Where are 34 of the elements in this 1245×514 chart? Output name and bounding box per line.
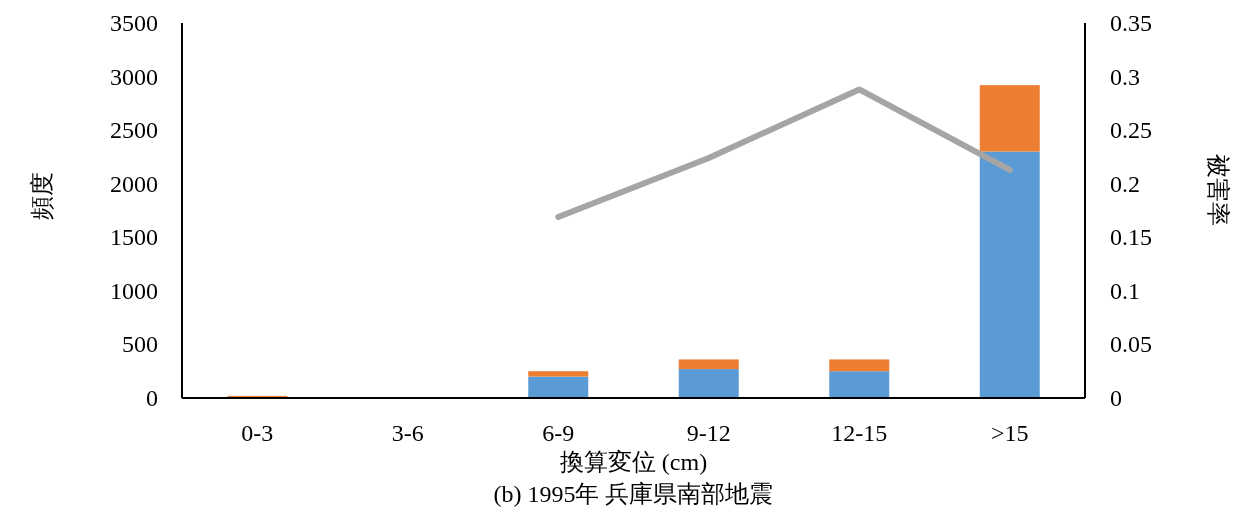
x-tick-label: 0-3 <box>241 420 274 446</box>
bar <box>678 369 739 398</box>
y2-tick-label: 0.35 <box>1110 10 1152 36</box>
y-tick-label: 500 <box>122 331 158 358</box>
bar <box>829 359 890 372</box>
bar <box>979 151 1040 398</box>
bar <box>528 371 589 377</box>
x-tick-label: 6-9 <box>542 420 575 446</box>
x-tick-label: 3-6 <box>391 420 424 446</box>
y-axis-title: 頻度 <box>29 172 55 220</box>
y2-tick-label: 0.15 <box>1110 224 1152 251</box>
x-tick-label: >15 <box>990 420 1029 446</box>
y2-tick-label: 0.3 <box>1110 63 1140 90</box>
x-tick-label: 12-15 <box>831 420 888 446</box>
y2-tick-label: 0.25 <box>1110 117 1152 144</box>
y2-tick-label: 0.05 <box>1110 331 1152 358</box>
y2-tick-label: 0.1 <box>1110 277 1140 304</box>
y-tick-label: 0 <box>146 385 158 411</box>
y-tick-label: 2500 <box>110 117 158 144</box>
y2-tick-label: 0.2 <box>1110 170 1140 197</box>
bar <box>678 359 739 370</box>
y2-tick-label: 0 <box>1110 385 1122 411</box>
y-tick-label: 3500 <box>110 10 158 36</box>
y-tick-label: 2000 <box>110 170 158 197</box>
y2-axis-title: 被害率 <box>1205 154 1231 226</box>
text: (b) 1995年 兵庫県南部地震 <box>493 481 774 507</box>
x-tick-label: 9-12 <box>686 420 731 446</box>
bar <box>979 85 1040 152</box>
x-axis-title: 換算変位 (cm) <box>559 449 708 475</box>
y-tick-label: 1500 <box>110 224 158 251</box>
bar <box>528 376 589 398</box>
bar <box>829 371 890 398</box>
y-tick-label: 1000 <box>110 277 158 304</box>
y-tick-label: 3000 <box>110 63 158 90</box>
